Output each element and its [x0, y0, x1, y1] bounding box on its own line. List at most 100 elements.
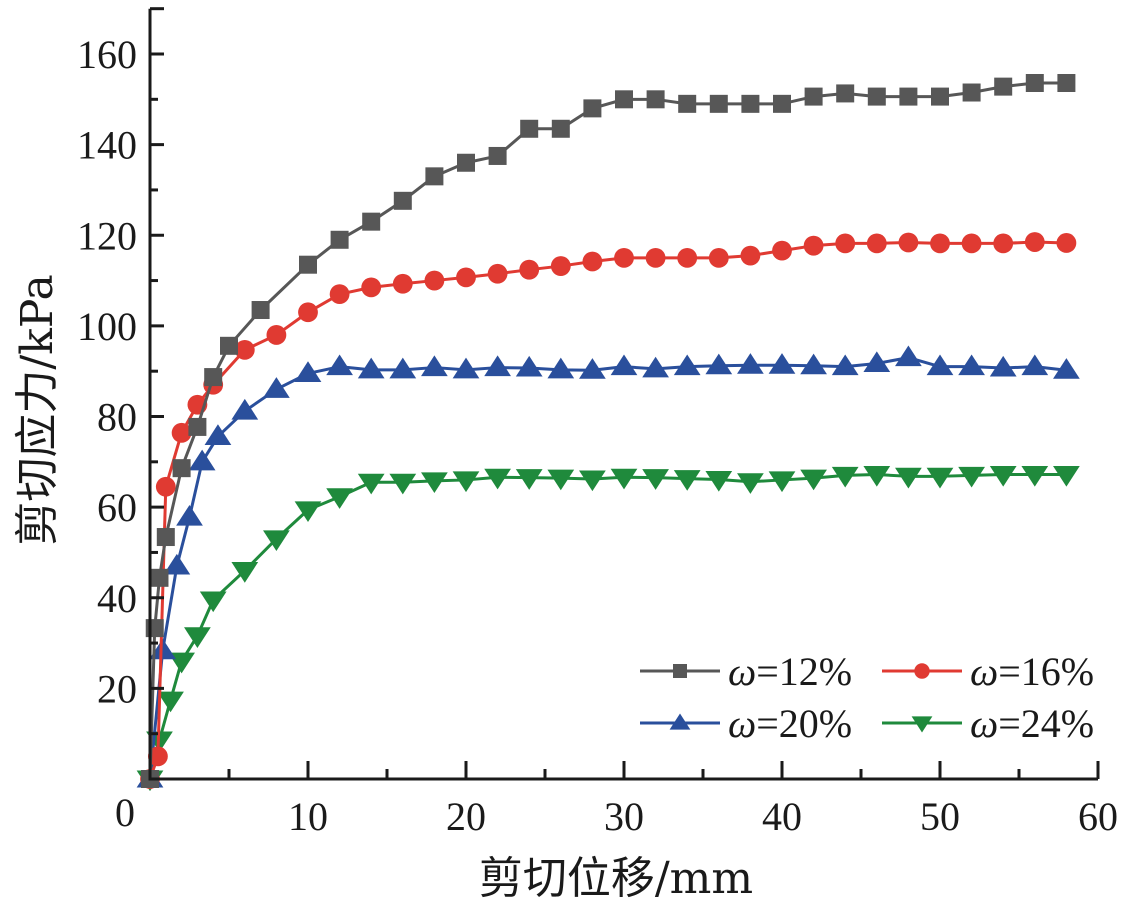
data-point: [361, 277, 382, 298]
x-tick-label: 10: [288, 794, 328, 839]
x-axis-title: 剪切位移/mm: [479, 853, 753, 904]
data-point: [1053, 358, 1080, 379]
data-point: [835, 233, 856, 254]
data-point: [926, 467, 954, 489]
x-tick-label: 60: [1078, 794, 1118, 839]
data-point: [863, 465, 891, 487]
data-point: [231, 562, 259, 583]
data-point: [199, 591, 227, 613]
axes: 10 20 30 40 50 60 20 40 60 80 100 120 140 160 0 剪切位移…: [12, 7, 1118, 904]
data-point: [329, 284, 350, 305]
data-point: [615, 90, 633, 109]
data-point: [326, 354, 353, 376]
data-point: [421, 355, 448, 377]
data-point: [579, 358, 606, 379]
data-point: [989, 355, 1017, 377]
data-point: [1053, 465, 1080, 487]
data-point: [176, 504, 203, 526]
series-layer: [136, 74, 1080, 792]
data-point: [357, 357, 385, 379]
data-point: [231, 398, 259, 420]
series-circle: [140, 232, 1077, 789]
y-tick-label: 20: [97, 666, 137, 711]
data-point: [452, 471, 480, 493]
legend: ω=12% ω=16% ω=20% ω=24%: [640, 649, 1094, 746]
legend-label: ω=16%: [970, 649, 1094, 694]
series-line: [148, 473, 1067, 780]
data-point: [741, 94, 760, 113]
y-tick-label: 160: [77, 32, 137, 77]
data-point: [610, 354, 638, 376]
data-point: [673, 354, 701, 376]
data-point: [800, 353, 827, 375]
legend-marker: [673, 664, 687, 678]
data-point: [989, 465, 1017, 487]
data-point: [803, 235, 824, 256]
data-point: [926, 354, 954, 376]
data-point: [863, 351, 891, 372]
data-point: [895, 345, 922, 367]
data-point: [1021, 354, 1049, 376]
data-point: [298, 302, 318, 323]
data-point: [148, 746, 168, 767]
x-tick-label: 30: [604, 794, 644, 839]
series-triangle-up: [136, 345, 1080, 788]
data-point: [899, 87, 918, 106]
data-point: [294, 361, 322, 382]
series-triangle-down: [136, 465, 1080, 792]
legend-marker: [914, 663, 930, 679]
data-point: [678, 94, 697, 113]
y-tick-label: 100: [77, 304, 137, 349]
data-point: [452, 357, 480, 379]
data-point: [994, 77, 1013, 96]
data-point: [583, 99, 602, 118]
data-point: [172, 459, 191, 478]
data-point: [930, 233, 950, 254]
data-point: [677, 248, 698, 268]
data-point: [393, 191, 412, 210]
y-ticks: 20 40 60 80 100 120 140 160: [77, 32, 164, 736]
data-point: [614, 248, 634, 268]
data-point: [234, 339, 255, 360]
data-point: [1025, 74, 1044, 92]
data-point: [330, 230, 349, 249]
data-point: [150, 568, 169, 587]
data-point: [488, 146, 507, 165]
data-point: [642, 469, 669, 490]
data-point: [958, 354, 985, 376]
data-point: [424, 270, 445, 291]
data-point: [204, 424, 232, 445]
data-point: [163, 553, 191, 575]
data-point: [961, 233, 982, 254]
data-point: [188, 449, 216, 471]
y-tick-label: 40: [97, 576, 137, 621]
data-point: [709, 94, 728, 113]
data-point: [515, 469, 543, 490]
y-tick-label: 60: [97, 485, 137, 530]
x-tick-label: 20: [446, 794, 486, 839]
data-point: [188, 417, 207, 436]
data-point: [831, 354, 859, 376]
data-point: [520, 119, 539, 138]
series-line: [148, 240, 1067, 780]
data-point: [266, 325, 287, 345]
y-axis-title: 剪切应力/kPa: [12, 274, 63, 545]
data-point: [547, 469, 575, 491]
data-point: [931, 87, 949, 106]
data-point: [220, 336, 238, 355]
data-point: [773, 94, 791, 113]
data-point: [251, 301, 270, 320]
data-point: [550, 256, 571, 276]
data-point: [673, 470, 701, 491]
data-point: [768, 471, 796, 493]
data-point: [457, 153, 475, 172]
data-point: [357, 473, 385, 495]
data-point: [519, 259, 540, 280]
data-point: [804, 87, 823, 106]
data-point: [515, 355, 543, 377]
data-point: [1024, 232, 1045, 252]
data-point: [456, 267, 476, 288]
data-point: [547, 357, 575, 379]
data-point: [421, 472, 448, 493]
data-point: [958, 466, 985, 488]
